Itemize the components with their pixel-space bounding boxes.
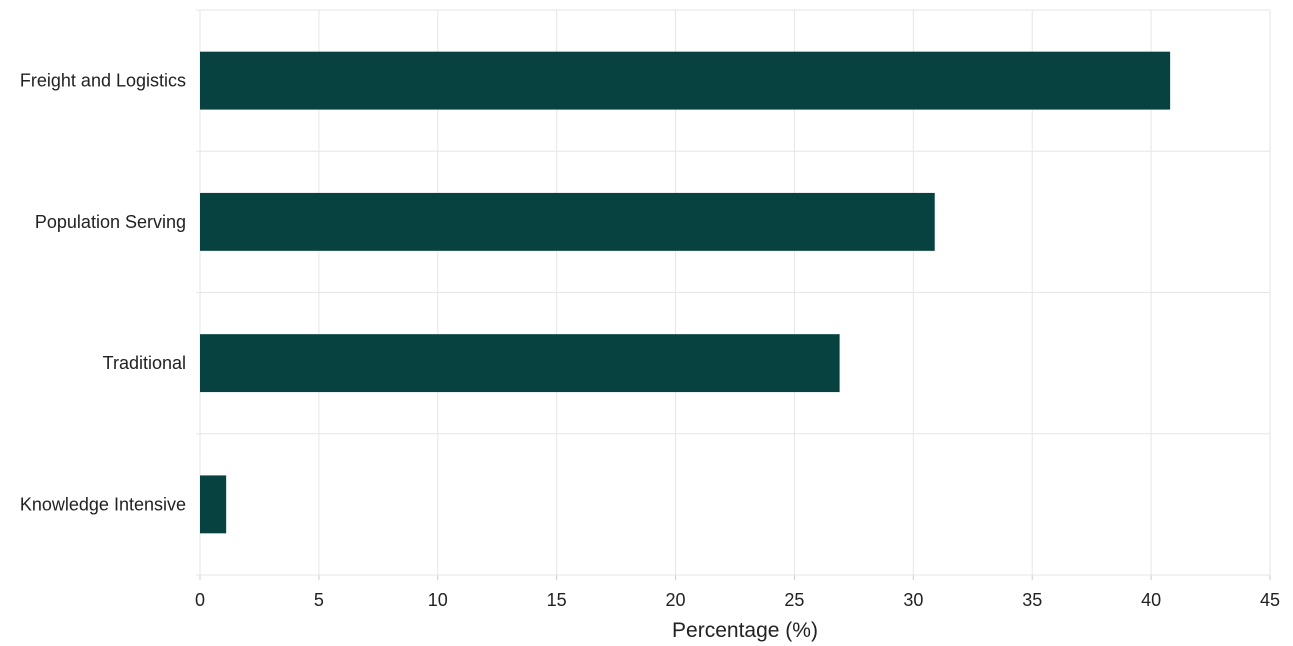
category-label: Knowledge Intensive xyxy=(20,494,186,514)
x-tick-label: 10 xyxy=(428,590,448,610)
category-label: Population Serving xyxy=(35,212,186,232)
x-axis-title: Percentage (%) xyxy=(672,619,818,642)
x-tick-label: 0 xyxy=(195,590,205,610)
category-labels: Freight and Logistics Population Serving T… xyxy=(20,71,186,515)
x-tick-label: 5 xyxy=(314,590,324,610)
x-tick-label: 40 xyxy=(1141,590,1161,610)
x-tick-label: 30 xyxy=(903,590,923,610)
x-tick-label: 15 xyxy=(547,590,567,610)
category-label: Traditional xyxy=(103,353,186,373)
bars xyxy=(200,51,1171,534)
bar xyxy=(200,475,227,534)
bar xyxy=(200,192,935,251)
x-tick-label: 25 xyxy=(784,590,804,610)
bar xyxy=(200,334,840,393)
x-tick-labels: 0 5 10 15 20 25 30 35 40 45 xyxy=(195,590,1280,610)
x-tick-label: 35 xyxy=(1022,590,1042,610)
x-tick-label: 45 xyxy=(1260,590,1280,610)
x-tick-label: 20 xyxy=(666,590,686,610)
bar xyxy=(200,51,1171,110)
category-label: Freight and Logistics xyxy=(20,71,186,91)
